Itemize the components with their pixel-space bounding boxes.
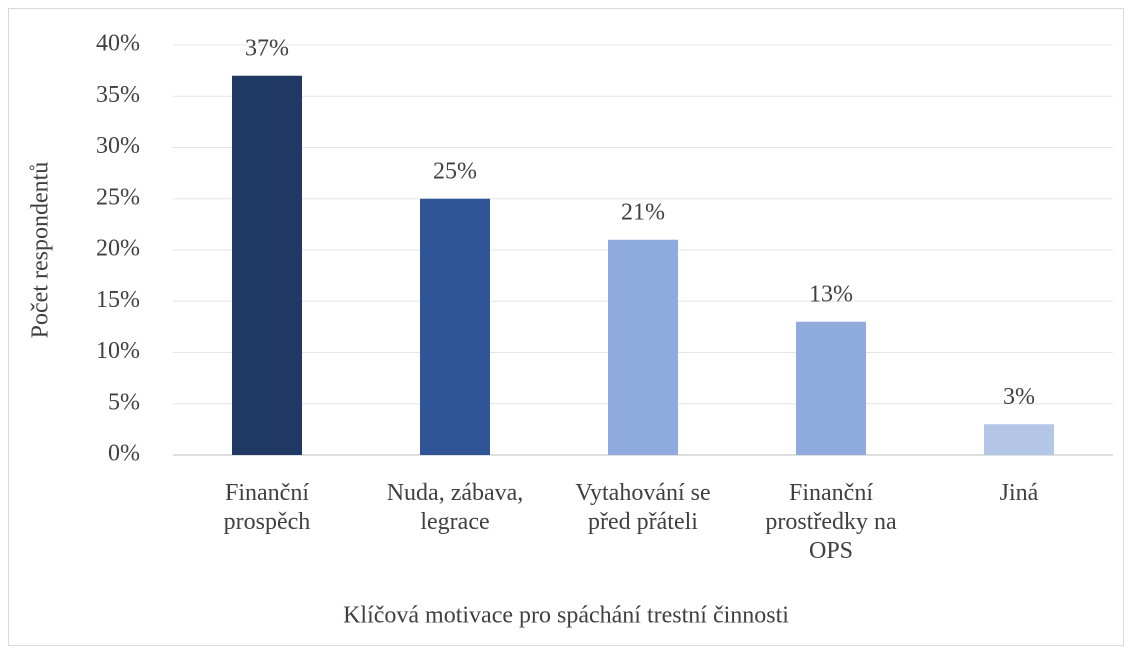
value-label: 13%	[809, 281, 853, 307]
y-tick-label: 20%	[96, 236, 140, 262]
x-tick-label: Finanční prospěch	[223, 480, 311, 535]
x-axis-title: Klíčová motivace pro spáchání trestní či…	[343, 603, 789, 629]
bar	[796, 321, 866, 455]
x-tick-label: Vytahování se před přáteli	[575, 480, 711, 535]
y-tick-label: 10%	[96, 338, 140, 364]
y-tick-label: 35%	[96, 82, 140, 108]
y-axis-title: Počet respondentů	[28, 162, 54, 339]
chart-border	[8, 8, 1124, 646]
y-tick-label: 0%	[108, 441, 140, 467]
value-label: 25%	[433, 158, 477, 184]
x-tick-label: Nuda, zábava, legrace	[386, 480, 524, 535]
bar	[984, 424, 1054, 455]
value-label: 37%	[245, 35, 289, 61]
bar	[232, 75, 302, 455]
bar	[420, 198, 490, 455]
x-tick-label: Jiná	[999, 480, 1039, 506]
value-label: 3%	[1003, 384, 1035, 410]
y-tick-label: 30%	[96, 133, 140, 159]
bar	[608, 239, 678, 455]
y-tick-label: 40%	[96, 31, 140, 57]
y-tick-label: 25%	[96, 184, 140, 210]
y-tick-label: 15%	[96, 287, 140, 313]
value-label: 21%	[621, 199, 665, 225]
y-tick-label: 5%	[108, 389, 140, 415]
x-tick-label: Finanční prostředky na OPS	[765, 480, 897, 564]
